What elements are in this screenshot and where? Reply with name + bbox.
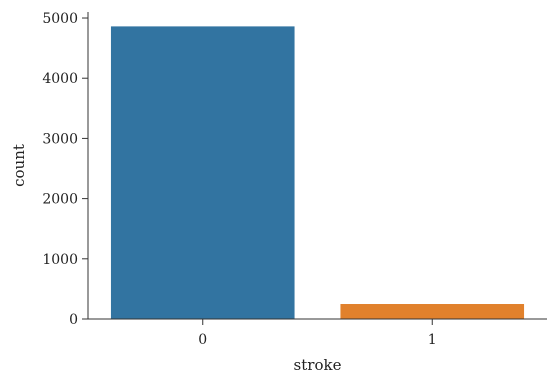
x-tick-label: 0	[198, 332, 207, 348]
y-tick-label: 5000	[42, 11, 78, 27]
bar-1	[340, 304, 525, 319]
y-tick-label: 4000	[42, 71, 78, 87]
x-axis-label: stroke	[294, 356, 342, 374]
y-tick-label: 3000	[42, 131, 78, 147]
y-tick-label: 2000	[42, 192, 78, 208]
bars	[110, 26, 525, 319]
bar-0	[110, 26, 295, 319]
x-tick-label: 1	[428, 332, 437, 348]
y-axis-ticks: 0 1000 2000 3000 4000 5000	[42, 11, 88, 328]
y-tick-label: 1000	[42, 252, 78, 268]
y-axis-label: count	[10, 144, 28, 187]
y-tick-label: 0	[69, 312, 78, 328]
